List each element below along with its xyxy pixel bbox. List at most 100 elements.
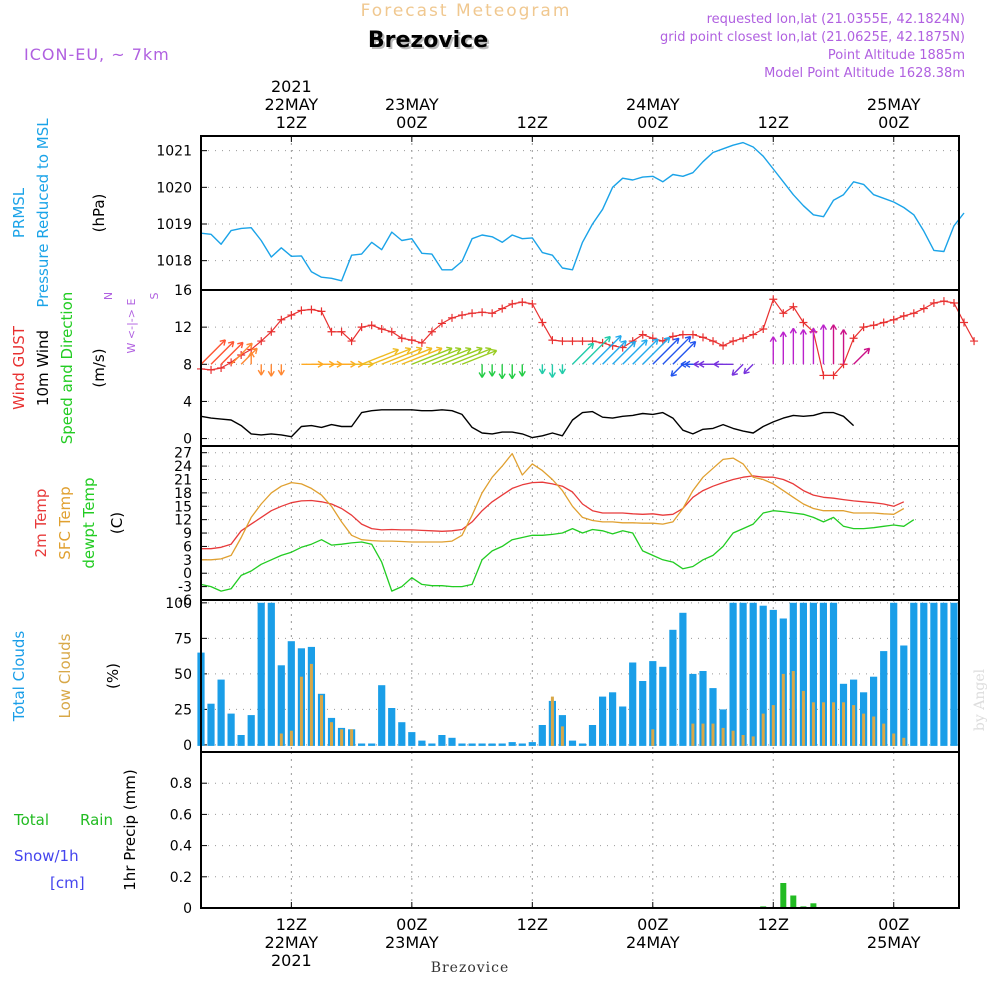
low-cloud-bar [771,705,775,746]
total-cloud-bar [739,602,747,746]
total-cloud-bar [819,602,827,746]
gust-marker [538,318,547,327]
gust-marker [528,299,537,308]
temperature-ytick-label: 3 [183,553,192,569]
wind-arrow-head [227,340,235,348]
top-time-label: 25MAY [867,95,921,114]
gust-marker [949,299,958,307]
low-cloud-bar [872,716,876,746]
total-cloud-bar [438,735,446,746]
bottom-time-label: 2021 [271,951,312,970]
top-time-label: 24MAY [626,95,680,114]
wind-arrow-head [620,340,627,347]
wind-arrow [371,348,411,365]
wind-arrow-head [246,342,253,350]
gust-marker [698,333,707,342]
low-cloud-bar [751,736,755,746]
wind-arrow [571,342,594,365]
total-cloud-bar [518,743,526,746]
total-cloud-bar [880,651,888,746]
low-cloud-bar [811,702,815,746]
wind-arrow [672,341,697,365]
gust-marker [548,336,557,345]
low-cloud-bar [299,676,303,746]
gust-marker [879,318,888,327]
low-cloud-bar [822,702,825,746]
temperature-ytick-label: 0 [183,566,192,582]
wind-arrow-head [769,336,777,343]
gust-marker [899,312,908,320]
wind-arrow-head [237,341,244,349]
wind-arrow-head [416,346,423,354]
low-cloud-bar [340,729,344,746]
wind-arrow-head [426,346,433,354]
wind-ytick-label: 16 [174,283,192,299]
wind-arrow-head [548,372,556,378]
total-cloud-bar [418,740,426,746]
gust-marker [307,305,316,314]
top-time-label: 00Z [396,113,427,132]
gust-marker [397,334,406,343]
low-cloud-bar [721,727,725,746]
low-cloud-bar [801,690,805,746]
temperature-ytick-label: 12 [174,513,192,529]
wind-arrow [612,341,636,365]
total-cloud-bar [709,688,717,746]
total-cloud-bar [689,673,697,746]
total-cloud-bar [639,681,647,746]
clouds-unit-label: (%) [104,663,122,689]
wind-speed-line [200,409,855,439]
panels-group: 10181019102010210481216-6-30369121518212… [156,135,979,917]
low-cloud-bar [791,671,795,746]
total-cloud-bar [528,742,536,746]
wind-arrow-head [713,360,720,368]
requested-coords: requested lon,lat (21.0355E, 42.1824N) [707,12,965,27]
low-cloud-bar [902,737,906,746]
total-cloud-bar [458,743,466,746]
location-title: Brezovice [368,28,488,53]
precip-ytick-label: 0.8 [170,776,192,792]
wind-arrow-head [731,369,738,376]
wind-arrow-head [789,327,797,334]
wind-arrow-head [558,368,567,375]
gust-marker [407,336,416,345]
precip-rain-label: Rain [80,811,113,829]
wind-arrow-head [652,338,659,345]
gust-marker [558,337,567,346]
gust-marker [367,321,376,330]
model-label: ICON-EU, ~ 7km [24,45,170,64]
gust-marker [458,311,467,320]
total-cloud-bar [920,602,928,746]
point-altitude: Point Altitude 1885m [828,48,965,63]
total-cloud-bar [940,602,948,746]
wind-arrow [200,339,226,365]
gust-line [200,298,975,376]
bottom-time-label: 22MAY [265,933,319,952]
wind-arrow [451,348,492,365]
total-cloud-bar [629,662,637,746]
total-cloud-bar [609,692,617,746]
top-time-label: 00Z [637,113,668,132]
wind-panel: 0 4 8 12 16 [174,283,979,448]
gust-marker [347,337,356,346]
wind-arrow-head [629,340,636,348]
low-cloud-bar [832,702,835,746]
total-cloud-bar [368,743,376,746]
total-cloud-bar [217,679,225,746]
wind-arrow [361,348,399,365]
bottom-time-label: 12Z [276,915,307,934]
wind-arrow [662,336,692,365]
rain-bar [810,903,817,908]
low-cloud-bar [842,702,845,746]
total-cloud-bar [910,602,918,746]
top-time-label: 22MAY [265,95,319,114]
total-cloud-bar [890,602,898,746]
total-cloud-bar [408,732,416,746]
bottom-time-label: 12Z [517,915,548,934]
precip-panel: 0 0.2 0.4 0.6 0.8 [170,752,959,917]
temperature-ytick-label: 24 [174,459,192,475]
low-cloud-bar [882,723,886,746]
pressure-label-desc: Pressure Reduced to MSL [34,118,52,308]
total-cloud-bar [729,602,737,746]
